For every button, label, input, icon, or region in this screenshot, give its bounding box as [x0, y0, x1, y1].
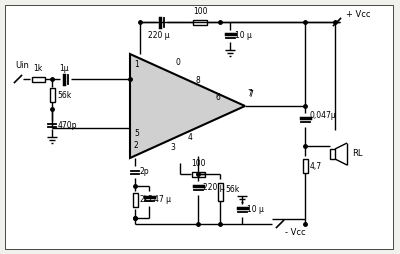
Text: 1: 1 — [134, 60, 139, 69]
Text: 0,047μ: 0,047μ — [310, 112, 337, 120]
Text: 8: 8 — [195, 76, 200, 85]
Text: Uin: Uin — [15, 61, 29, 70]
Text: 100: 100 — [193, 7, 207, 16]
Text: - Vcc: - Vcc — [285, 228, 306, 237]
Text: 1k: 1k — [33, 64, 43, 73]
Bar — [193, 20, 207, 24]
Polygon shape — [130, 54, 245, 158]
Text: + Vcc: + Vcc — [346, 10, 370, 19]
Text: 56k: 56k — [225, 185, 239, 195]
Text: 4,7: 4,7 — [310, 162, 322, 170]
Text: 100: 100 — [191, 159, 205, 168]
Bar — [192, 171, 204, 177]
Text: 2p: 2p — [140, 167, 150, 177]
Text: 1μ: 1μ — [59, 64, 69, 73]
Bar — [132, 193, 138, 207]
Bar — [50, 88, 54, 102]
Text: 220 μ: 220 μ — [203, 183, 225, 193]
Text: 56k: 56k — [57, 90, 71, 100]
Text: 47 μ: 47 μ — [154, 195, 171, 203]
Text: 220 μ: 220 μ — [148, 31, 170, 40]
Text: 2: 2 — [134, 141, 139, 150]
Text: 470p: 470p — [58, 120, 78, 130]
Text: 4: 4 — [188, 133, 193, 142]
Text: 7: 7 — [248, 90, 253, 99]
Text: 7: 7 — [247, 89, 252, 98]
Text: 3: 3 — [170, 143, 175, 152]
Bar — [32, 76, 44, 82]
Text: 6: 6 — [215, 93, 220, 102]
Bar — [330, 149, 335, 159]
Text: 10 μ: 10 μ — [235, 31, 252, 40]
Text: 10 μ: 10 μ — [247, 205, 264, 214]
Text: 2k2: 2k2 — [140, 196, 154, 204]
Text: RL: RL — [352, 150, 362, 158]
Bar — [302, 159, 308, 173]
Text: 0: 0 — [175, 58, 180, 67]
Text: 5: 5 — [134, 129, 139, 138]
Bar — [218, 183, 222, 201]
